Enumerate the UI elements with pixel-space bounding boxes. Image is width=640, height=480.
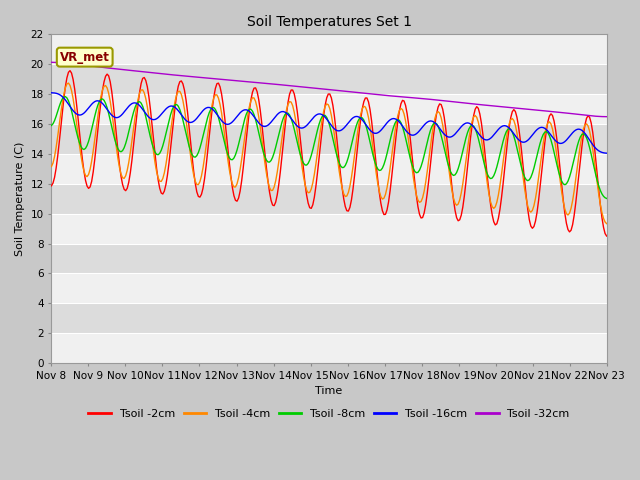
Tsoil -2cm [243, 135, 250, 141]
Tsoil -32cm [47, 60, 55, 65]
Line: Tsoil -4cm: Tsoil -4cm [51, 83, 607, 224]
Title: Soil Temperatures Set 1: Soil Temperatures Set 1 [246, 15, 412, 29]
Tsoil -2cm [603, 233, 611, 239]
Tsoil -32cm [213, 76, 221, 82]
Tsoil -4cm [603, 221, 611, 227]
Tsoil -8cm [47, 122, 55, 128]
Tsoil -8cm [573, 143, 581, 149]
Bar [51, 303, 607, 333]
Tsoil -32cm [116, 66, 124, 72]
Tsoil -8cm [292, 133, 300, 139]
Line: Tsoil -8cm: Tsoil -8cm [51, 96, 607, 198]
Tsoil -8cm [214, 115, 222, 120]
Bar [51, 274, 607, 303]
Y-axis label: Soil Temperature (C): Soil Temperature (C) [15, 142, 25, 256]
Tsoil -16cm [572, 127, 580, 133]
Tsoil -2cm [214, 80, 222, 86]
Tsoil -2cm [573, 187, 581, 192]
Tsoil -32cm [291, 83, 298, 89]
Tsoil -4cm [214, 96, 222, 101]
Tsoil -8cm [61, 94, 69, 99]
Tsoil -32cm [572, 111, 580, 117]
Tsoil -2cm [292, 98, 300, 104]
Tsoil -16cm [213, 111, 221, 117]
Text: VR_met: VR_met [60, 50, 109, 64]
Tsoil -4cm [117, 171, 125, 177]
Bar [51, 243, 607, 274]
Tsoil -32cm [241, 79, 248, 84]
Bar [51, 94, 607, 124]
Bar [51, 184, 607, 214]
Bar [51, 35, 607, 64]
Tsoil -16cm [603, 150, 611, 156]
Tsoil -2cm [233, 198, 241, 204]
Tsoil -16cm [241, 107, 248, 113]
Bar [51, 214, 607, 243]
Tsoil -4cm [573, 165, 581, 170]
Tsoil -4cm [233, 181, 241, 187]
Line: Tsoil -32cm: Tsoil -32cm [51, 62, 607, 117]
Tsoil -8cm [243, 111, 250, 117]
Tsoil -4cm [292, 118, 300, 124]
Bar [51, 333, 607, 363]
Bar [51, 154, 607, 184]
Tsoil -16cm [291, 120, 298, 126]
Tsoil -4cm [47, 164, 55, 169]
Tsoil -8cm [233, 147, 241, 153]
Bar [51, 124, 607, 154]
Line: Tsoil -2cm: Tsoil -2cm [51, 71, 607, 236]
X-axis label: Time: Time [316, 386, 342, 396]
Tsoil -4cm [243, 122, 250, 128]
Tsoil -32cm [232, 78, 239, 84]
Tsoil -2cm [66, 68, 74, 73]
Tsoil -8cm [117, 149, 125, 155]
Line: Tsoil -16cm: Tsoil -16cm [51, 93, 607, 153]
Bar [51, 64, 607, 94]
Tsoil -2cm [47, 183, 55, 189]
Legend: Tsoil -2cm, Tsoil -4cm, Tsoil -8cm, Tsoil -16cm, Tsoil -32cm: Tsoil -2cm, Tsoil -4cm, Tsoil -8cm, Tsoi… [84, 404, 574, 423]
Tsoil -8cm [603, 195, 611, 201]
Tsoil -16cm [232, 116, 239, 121]
Tsoil -16cm [47, 90, 55, 96]
Tsoil -4cm [65, 80, 72, 86]
Tsoil -16cm [116, 114, 124, 120]
Tsoil -32cm [603, 114, 611, 120]
Tsoil -2cm [117, 173, 125, 179]
